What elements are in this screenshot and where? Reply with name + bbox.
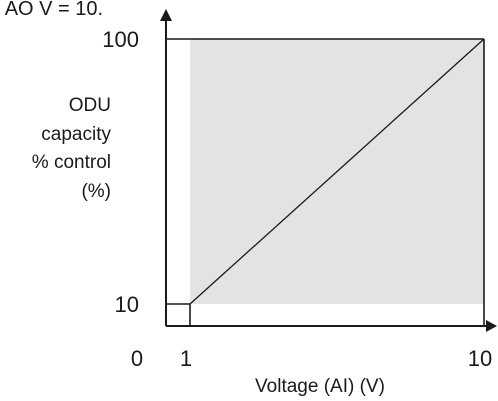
- y-tick-label-100: 100: [102, 27, 139, 52]
- x-tick-label-1: 1: [180, 346, 192, 371]
- y-axis-title-line: (%): [81, 181, 111, 202]
- y-axis-title: ODU capacity % control (%): [32, 95, 112, 202]
- y-axis-title-line: ODU: [69, 95, 111, 116]
- y-axis-arrowhead: [160, 9, 172, 21]
- origin-label: 0: [131, 346, 143, 371]
- capacity-line: [189, 38, 485, 305]
- y-tick-label-10: 10: [115, 292, 139, 317]
- x-axis-title: Voltage (AI) (V): [255, 376, 385, 397]
- x-tick-label-10: 10: [468, 346, 492, 371]
- top-note-text: nt, AO V = 10.: [0, 0, 103, 20]
- y-axis-title-line: capacity: [41, 124, 111, 145]
- y-axis-title-line: % control: [32, 152, 111, 173]
- x-axis-arrowhead: [486, 320, 497, 332]
